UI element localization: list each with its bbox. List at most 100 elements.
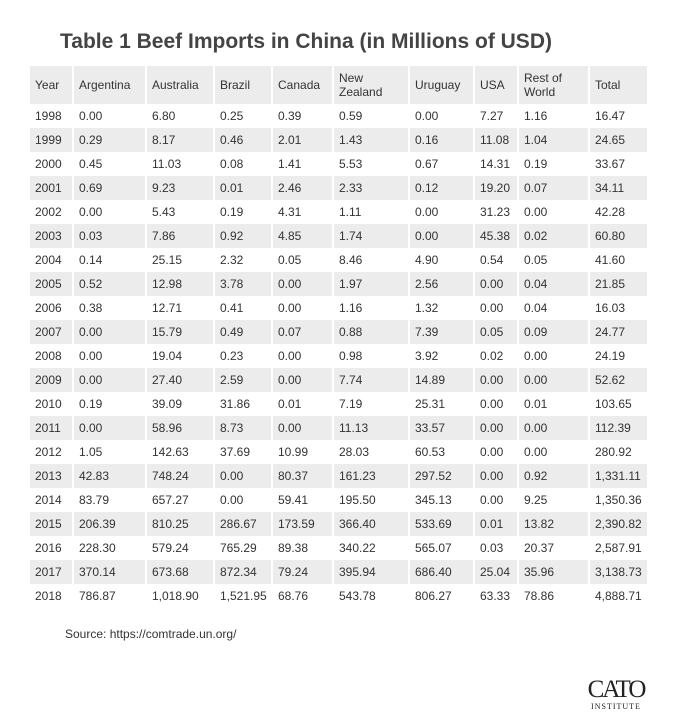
value-cell: 0.25 [213, 104, 272, 128]
value-cell: 0.19 [517, 152, 589, 176]
value-cell: 0.03 [72, 224, 146, 248]
value-cell: 2.33 [332, 176, 409, 200]
value-cell: 4.31 [271, 200, 333, 224]
value-cell: 12.98 [145, 272, 214, 296]
value-cell: 280.92 [588, 440, 647, 464]
value-cell: 2.59 [213, 368, 272, 392]
value-cell: 673.68 [145, 560, 214, 584]
value-cell: 34.11 [588, 176, 647, 200]
value-cell: 0.00 [408, 104, 474, 128]
value-cell: 0.03 [473, 536, 518, 560]
value-cell: 0.05 [271, 248, 333, 272]
value-cell: 228.30 [72, 536, 146, 560]
data-table: Year Argentina Australia Brazil Canada New Ze… [28, 66, 647, 608]
value-cell: 41.60 [588, 248, 647, 272]
year-cell: 2003 [28, 224, 73, 248]
value-cell: 0.16 [408, 128, 474, 152]
value-cell: 2.01 [271, 128, 333, 152]
value-cell: 0.00 [473, 488, 518, 512]
value-cell: 0.00 [213, 464, 272, 488]
value-cell: 9.25 [517, 488, 589, 512]
value-cell: 4.90 [408, 248, 474, 272]
value-cell: 0.00 [517, 416, 589, 440]
value-cell: 0.46 [213, 128, 272, 152]
value-cell: 7.39 [408, 320, 474, 344]
value-cell: 9.23 [145, 176, 214, 200]
value-cell: 24.77 [588, 320, 647, 344]
table-row: 2014 83.79 657.27 0.00 59.41 195.50 345.13 0.00… [28, 488, 647, 512]
value-cell: 19.04 [145, 344, 214, 368]
value-cell: 0.01 [271, 392, 333, 416]
value-cell: 8.73 [213, 416, 272, 440]
value-cell: 0.01 [517, 392, 589, 416]
table-row: 2015 206.39 810.25 286.67 173.59 366.40 533.69… [28, 512, 647, 536]
table-row: 2018 786.87 1,018.90 1,521.95 68.76 543.78 806… [28, 584, 647, 608]
table-row: 2008 0.00 19.04 0.23 0.00 0.98 3.92 0.02 0.00 24.… [28, 344, 647, 368]
value-cell: 0.41 [213, 296, 272, 320]
table-row: 2009 0.00 27.40 2.59 0.00 7.74 14.89 0.00 0.00 52… [28, 368, 647, 392]
value-cell: 45.38 [473, 224, 518, 248]
value-cell: 786.87 [72, 584, 146, 608]
year-cell: 2005 [28, 272, 73, 296]
value-cell: 2,390.82 [588, 512, 647, 536]
value-cell: 0.00 [473, 368, 518, 392]
value-cell: 0.00 [408, 224, 474, 248]
year-cell: 1998 [28, 104, 73, 128]
table-header: Year Argentina Australia Brazil Canada New Ze… [28, 66, 647, 104]
column-header: USA [473, 66, 518, 104]
value-cell: 8.17 [145, 128, 214, 152]
value-cell: 25.31 [408, 392, 474, 416]
value-cell: 103.65 [588, 392, 647, 416]
value-cell: 42.83 [72, 464, 146, 488]
value-cell: 0.00 [408, 200, 474, 224]
value-cell: 0.01 [473, 512, 518, 536]
value-cell: 0.00 [473, 392, 518, 416]
value-cell: 3.92 [408, 344, 474, 368]
column-header: Brazil [213, 66, 272, 104]
value-cell: 8.46 [332, 248, 409, 272]
value-cell: 11.13 [332, 416, 409, 440]
logo-subtitle: INSTITUTE [591, 702, 641, 711]
value-cell: 33.57 [408, 416, 474, 440]
value-cell: 0.29 [72, 128, 146, 152]
year-cell: 1999 [28, 128, 73, 152]
table-row: 2011 0.00 58.96 8.73 0.00 11.13 33.57 0.00 0.00 1… [28, 416, 647, 440]
year-cell: 2013 [28, 464, 73, 488]
value-cell: 24.19 [588, 344, 647, 368]
value-cell: 0.69 [72, 176, 146, 200]
column-header: Argentina [72, 66, 146, 104]
value-cell: 686.40 [408, 560, 474, 584]
value-cell: 52.62 [588, 368, 647, 392]
value-cell: 0.00 [72, 368, 146, 392]
value-cell: 0.00 [473, 440, 518, 464]
value-cell: 16.47 [588, 104, 647, 128]
value-cell: 0.38 [72, 296, 146, 320]
value-cell: 0.00 [473, 416, 518, 440]
table-row: 2012 1.05 142.63 37.69 10.99 28.03 60.53 0.00 0.… [28, 440, 647, 464]
value-cell: 1.04 [517, 128, 589, 152]
value-cell: 14.89 [408, 368, 474, 392]
value-cell: 0.00 [213, 488, 272, 512]
value-cell: 806.27 [408, 584, 474, 608]
column-header: Australia [145, 66, 214, 104]
value-cell: 1.05 [72, 440, 146, 464]
value-cell: 6.80 [145, 104, 214, 128]
value-cell: 0.23 [213, 344, 272, 368]
value-cell: 1,331.11 [588, 464, 647, 488]
value-cell: 0.05 [473, 320, 518, 344]
column-header: Rest of World [517, 66, 589, 104]
value-cell: 366.40 [332, 512, 409, 536]
year-cell: 2002 [28, 200, 73, 224]
table-row: 2004 0.14 25.15 2.32 0.05 8.46 4.90 0.54 0.05 41.… [28, 248, 647, 272]
value-cell: 0.00 [271, 272, 333, 296]
table-row: 2010 0.19 39.09 31.86 0.01 7.19 25.31 0.00 0.01 1… [28, 392, 647, 416]
value-cell: 579.24 [145, 536, 214, 560]
value-cell: 0.02 [473, 344, 518, 368]
value-cell: 58.96 [145, 416, 214, 440]
year-cell: 2000 [28, 152, 73, 176]
year-cell: 2004 [28, 248, 73, 272]
value-cell: 1.32 [408, 296, 474, 320]
value-cell: 0.00 [517, 368, 589, 392]
year-cell: 2007 [28, 320, 73, 344]
